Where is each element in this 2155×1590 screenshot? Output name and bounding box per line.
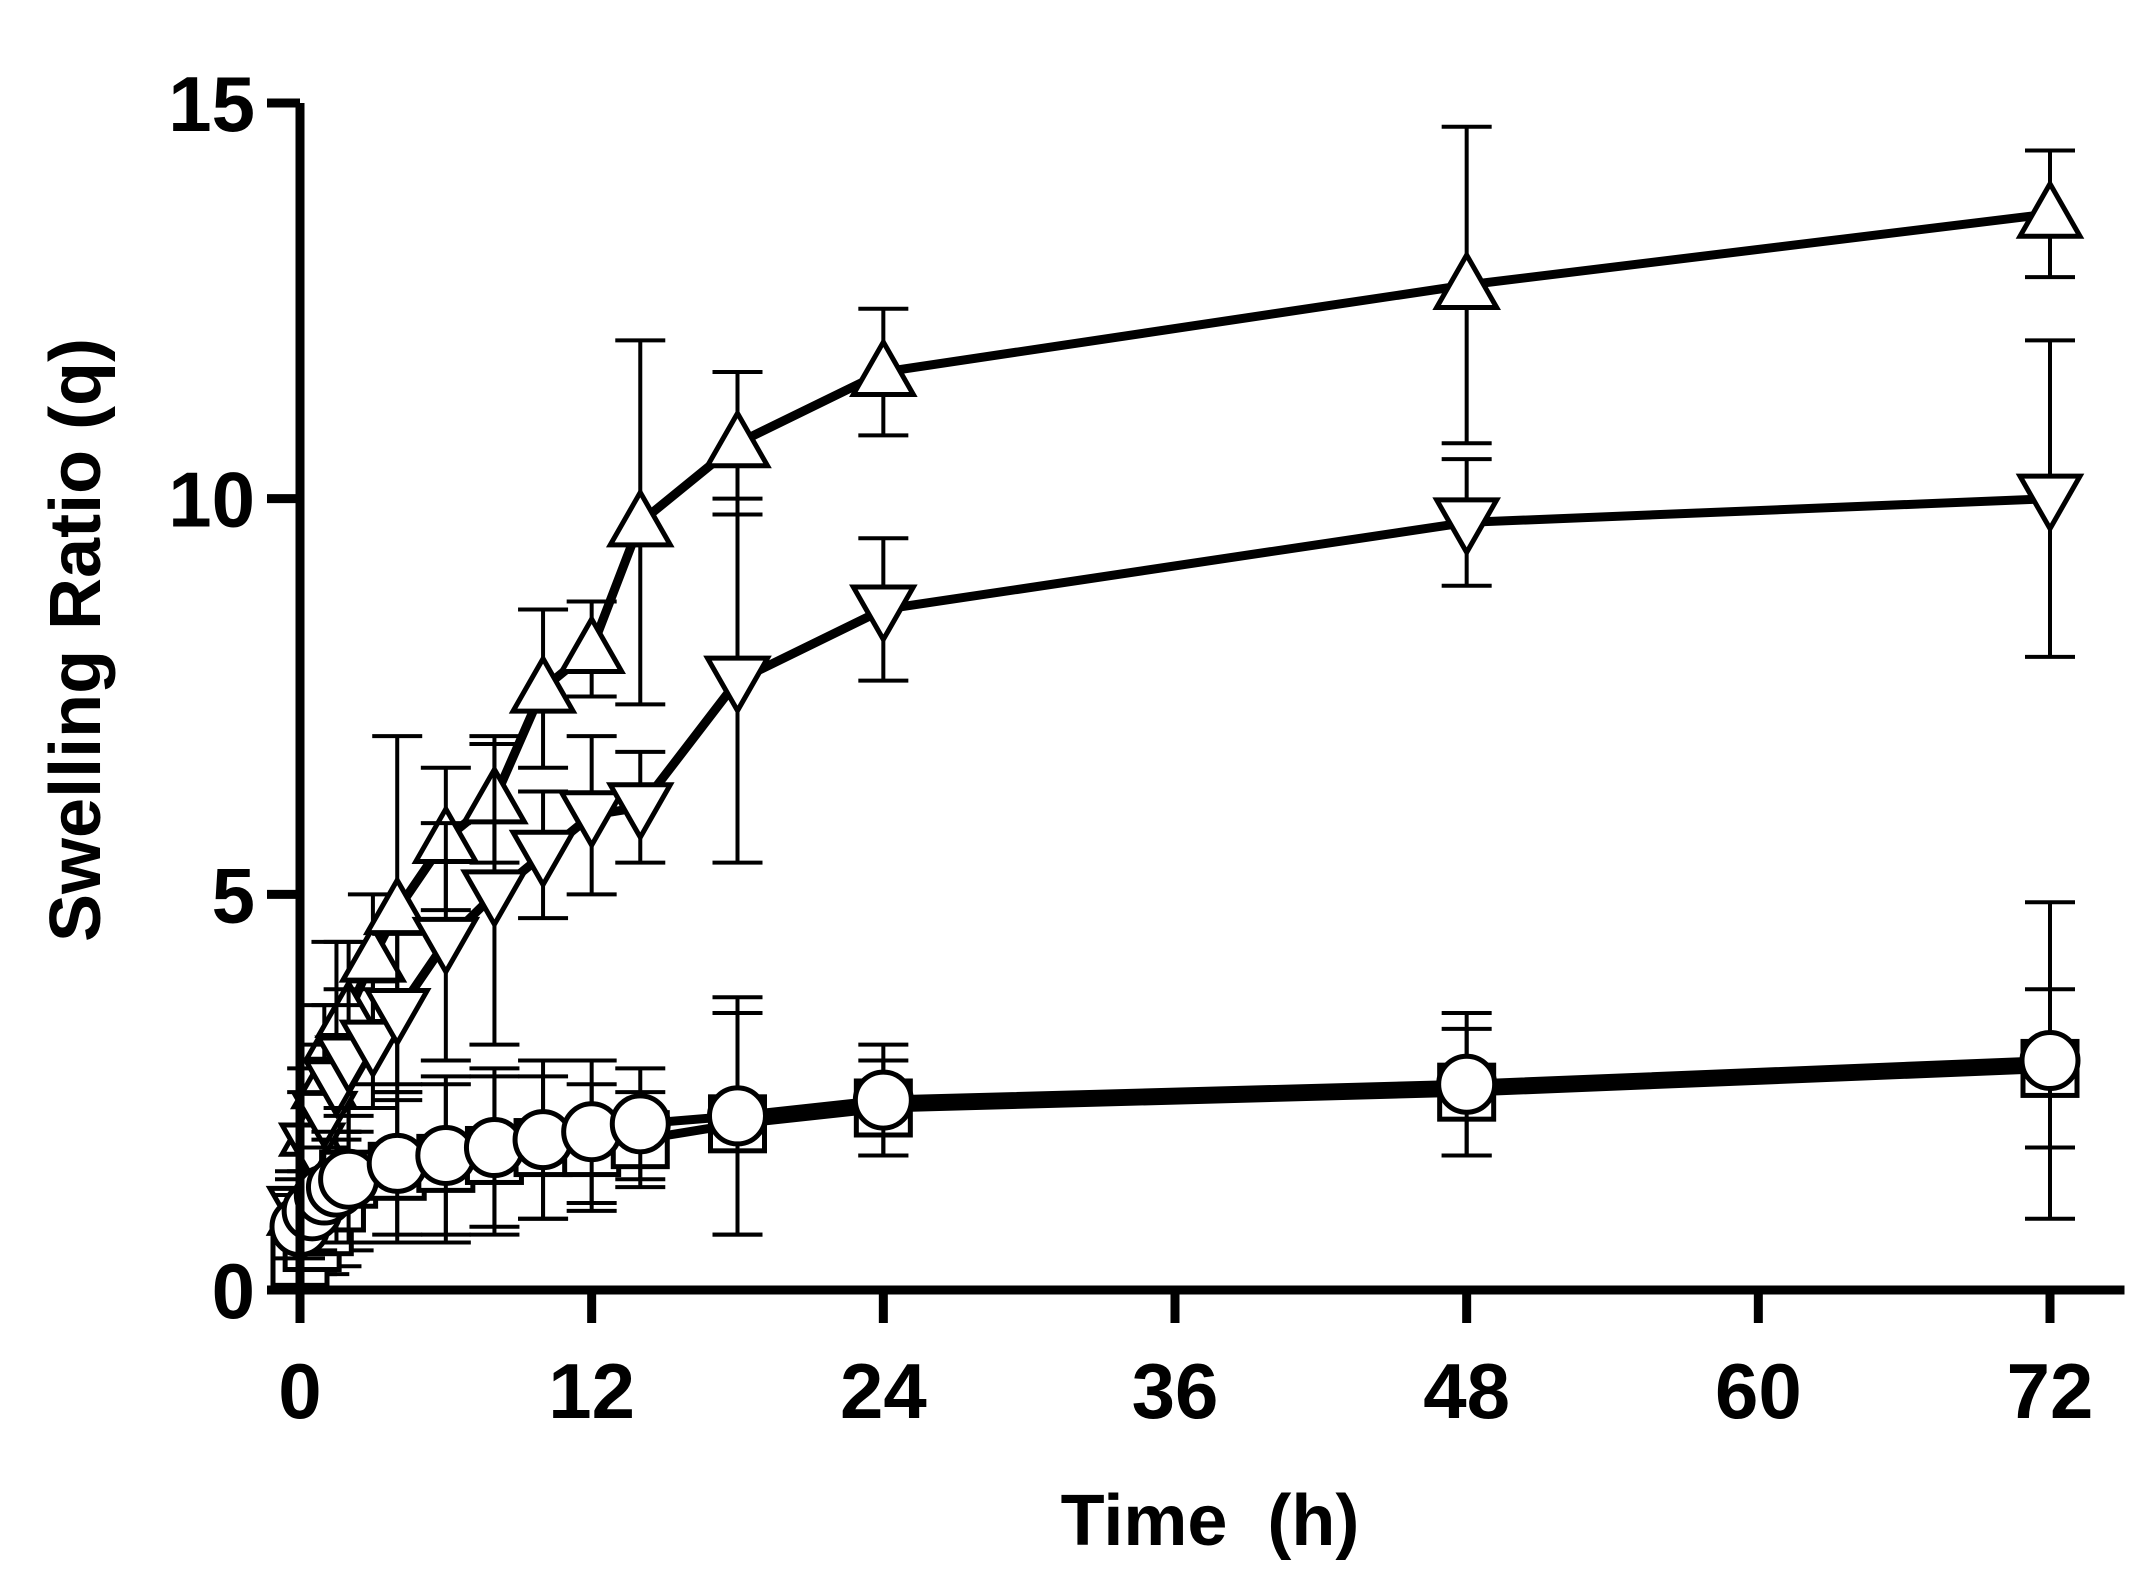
marker-triangle-up: [2015, 178, 2085, 239]
x-tick-label: 12: [548, 1347, 635, 1435]
marker-triangle-up: [849, 337, 918, 398]
x-tick-label: 0: [278, 1347, 321, 1435]
marker-triangle-down: [460, 869, 529, 930]
marker-triangle-up: [605, 487, 675, 548]
marker-triangle-down: [703, 655, 772, 716]
x-tick-label: 60: [1715, 1347, 1802, 1435]
marker-triangle-down: [2015, 473, 2085, 534]
marker-triangle-up: [703, 408, 772, 469]
marker-triangle-down: [362, 988, 432, 1049]
marker-triangle-up: [508, 653, 578, 714]
x-axis-title: Time (h): [1061, 1481, 1360, 1561]
y-tick-label: 5: [212, 851, 255, 939]
marker-circle: [707, 1085, 768, 1147]
x-tick-label: 36: [1132, 1347, 1219, 1435]
marker-triangle-down: [411, 916, 481, 977]
y-tick-label: 10: [168, 456, 255, 544]
marker-triangle-down: [1432, 497, 1501, 558]
series-circle: [269, 900, 2081, 1261]
x-tick-label: 48: [1423, 1347, 1510, 1435]
y-tick-label: 0: [212, 1247, 255, 1335]
marker-triangle-down: [849, 584, 918, 645]
marker-triangle-down: [508, 829, 578, 890]
marker-triangle-down: [338, 1019, 408, 1080]
marker-circle: [609, 1093, 671, 1155]
y-tick-label: 15: [168, 60, 255, 148]
y-axis-title: Swelling Ratio (q): [36, 338, 116, 942]
series-layer: [265, 124, 2085, 1288]
marker-circle: [852, 1069, 914, 1131]
marker-triangle-up: [1432, 249, 1501, 311]
marker-triangle-down: [557, 790, 626, 851]
marker-triangle-down: [605, 782, 675, 843]
marker-triangle-up: [557, 613, 626, 675]
marker-circle: [2019, 1030, 2081, 1092]
x-tick-label: 24: [840, 1347, 927, 1435]
marker-circle: [1436, 1053, 1498, 1115]
x-tick-label: 72: [2007, 1347, 2094, 1435]
axes-layer: 0 12 24 36 48 60 72 0 5 10 15: [168, 60, 2125, 1435]
